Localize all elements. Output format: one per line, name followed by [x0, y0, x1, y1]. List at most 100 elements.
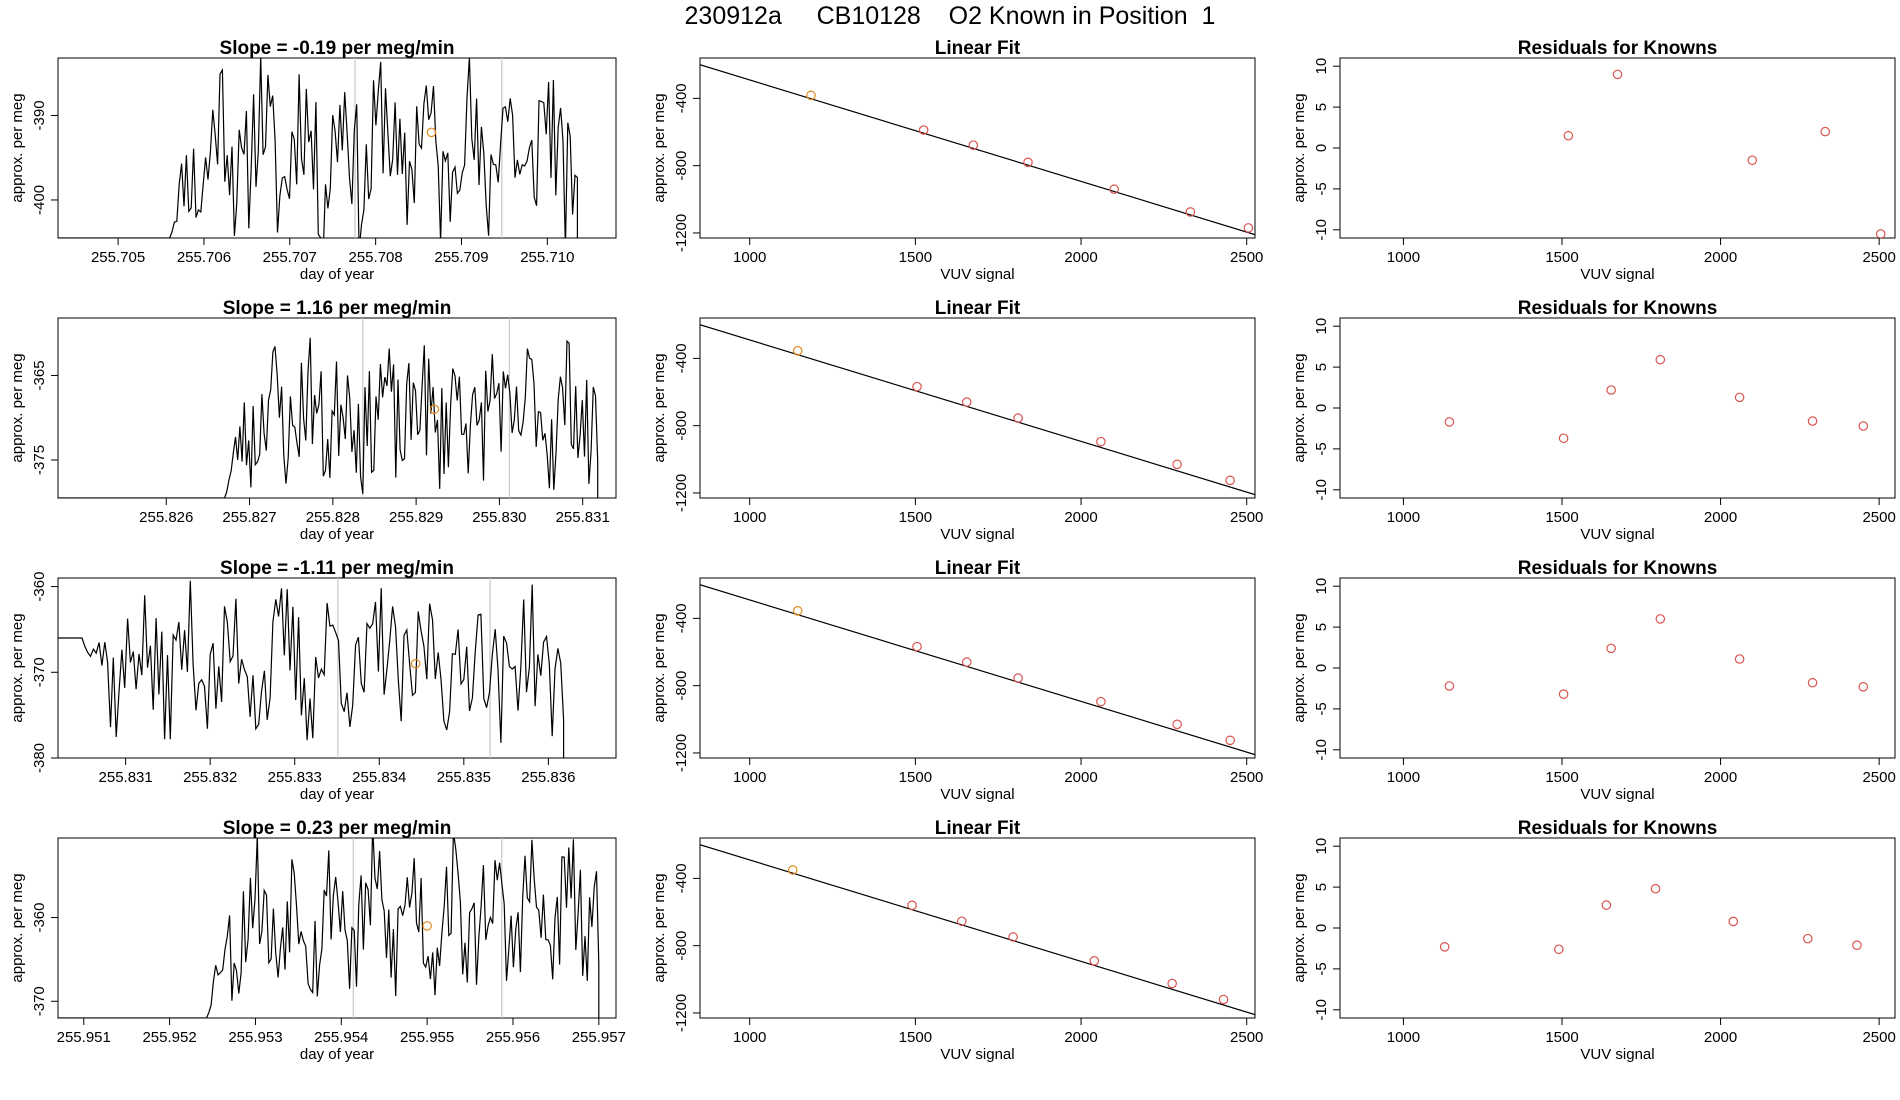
y-tick-label: 0	[1313, 664, 1330, 672]
panel-4-1: Slope = 0.23 per meg/min 255.951 255.952 25…	[9, 818, 626, 1063]
x-tick-label: 255.829	[389, 509, 443, 526]
x-tick-label: 2500	[1862, 1029, 1895, 1046]
x-tick-label: 2500	[1862, 249, 1895, 266]
data-point	[1601, 900, 1612, 910]
y-axis-label: approx. per meg	[1291, 873, 1308, 982]
y-tick-label: -5	[1313, 962, 1330, 975]
data-point	[1218, 994, 1229, 1005]
x-axis-label: VUV signal	[1580, 266, 1654, 283]
x-tick-label: 255.833	[268, 769, 322, 786]
data-point	[1650, 883, 1661, 894]
x-tick-label: 1500	[1545, 249, 1578, 266]
plot-area	[700, 64, 1255, 236]
x-tick-label: 2000	[1704, 249, 1737, 266]
data-point	[1858, 421, 1869, 431]
x-tick-label: 1000	[733, 249, 766, 266]
x-axis-label: VUV signal	[1580, 526, 1654, 543]
data-point	[956, 916, 967, 927]
y-tick-label: 0	[1313, 144, 1330, 152]
x-tick-label: 1000	[733, 509, 766, 526]
x-tick-label: 255.834	[352, 769, 406, 786]
data-point	[1558, 689, 1569, 699]
y-tick-label: -365	[31, 360, 48, 390]
y-axis-label: approx. per meg	[9, 353, 26, 462]
x-axis-label: day of year	[300, 786, 374, 803]
y-tick-label: -10	[1313, 479, 1330, 501]
x-tick-label: 255.831	[99, 769, 153, 786]
x-tick-label: 1000	[733, 769, 766, 786]
x-tick-label: 255.706	[177, 249, 231, 266]
y-axis-label: approx. per meg	[1291, 613, 1308, 722]
x-tick-label: 2500	[1230, 249, 1263, 266]
data-point	[1013, 413, 1023, 423]
data-point	[1858, 682, 1869, 692]
panel-1-1: Slope = -0.19 per meg/min 255.705 255.706 2…	[9, 38, 617, 283]
y-axis-label: approx. per meg	[9, 613, 26, 722]
x-tick-label: 2000	[1064, 769, 1097, 786]
y-tick-label: 5	[1313, 883, 1330, 891]
plot-area	[700, 844, 1255, 1016]
plot-area	[58, 58, 578, 238]
plot-area	[700, 324, 1255, 496]
data-point	[1172, 719, 1182, 730]
data-point	[1109, 184, 1119, 195]
y-tick-label: -360	[31, 572, 48, 602]
x-axis-label: day of year	[300, 1046, 374, 1063]
plot-frame	[57, 57, 617, 239]
y-axis-label: approx. per meg	[651, 353, 668, 462]
x-tick-label: 1000	[1387, 509, 1420, 526]
x-axis-label: day of year	[300, 526, 374, 543]
y-tick-label: 5	[1313, 363, 1330, 371]
x-tick-label: 255.707	[263, 249, 317, 266]
plot-frame	[57, 317, 617, 499]
data-point	[918, 125, 929, 135]
data-point	[1096, 696, 1106, 707]
x-tick-label: 2500	[1230, 509, 1263, 526]
x-axis-label: VUV signal	[1580, 786, 1654, 803]
panel-3-1: Slope = -1.11 per meg/min 255.831 255.832 2…	[9, 558, 617, 803]
data-point	[1655, 354, 1666, 365]
data-point	[1875, 229, 1886, 238]
x-tick-label: 1000	[1387, 769, 1420, 786]
data-point	[1554, 944, 1564, 955]
panel-3-3: Residuals for Knowns 1000 1500 2000 2500 10 5 0…	[1291, 558, 1896, 803]
panel-title: Residuals for Knowns	[1518, 558, 1718, 579]
x-tick-label: 1500	[899, 1029, 932, 1046]
data-point	[912, 381, 922, 392]
y-tick-label: -360	[31, 903, 48, 933]
y-tick-label: -400	[673, 343, 690, 373]
y-tick-label: 10	[1313, 578, 1330, 595]
x-axis-label: day of year	[300, 266, 374, 283]
x-tick-label: 2500	[1862, 769, 1895, 786]
data-point	[1852, 940, 1862, 950]
x-tick-label: 2000	[1704, 769, 1737, 786]
data-point	[1008, 932, 1018, 942]
y-axis-label: approx. per meg	[651, 613, 668, 722]
panel-4-3: Residuals for Knowns 1000 1500 2000 2500 10 5 0…	[1291, 818, 1896, 1063]
data-point	[1802, 933, 1813, 944]
x-tick-label: 2500	[1862, 509, 1895, 526]
x-tick-label: 2500	[1230, 1029, 1263, 1046]
y-tick-label: -370	[31, 657, 48, 687]
plot-frame	[699, 837, 1256, 1019]
plot-frame	[1339, 577, 1896, 759]
plot-area	[700, 584, 1255, 756]
signal-trace	[58, 337, 599, 498]
y-axis-label: approx. per meg	[651, 873, 668, 982]
data-point	[1089, 956, 1100, 966]
data-point	[1563, 130, 1574, 141]
panel-title: Slope = -1.11 per meg/min	[220, 558, 454, 579]
data-point	[961, 657, 972, 667]
x-tick-label: 1500	[899, 249, 932, 266]
x-axis-label: VUV signal	[940, 1046, 1014, 1063]
x-tick-label: 1500	[899, 509, 932, 526]
plot-area	[58, 838, 600, 1018]
x-tick-label: 255.832	[183, 769, 237, 786]
plot-frame	[1339, 317, 1896, 499]
plot-area	[58, 318, 599, 498]
y-tick-label: -375	[31, 445, 48, 475]
x-tick-label: 1000	[1387, 1029, 1420, 1046]
x-tick-label: 255.709	[434, 249, 488, 266]
